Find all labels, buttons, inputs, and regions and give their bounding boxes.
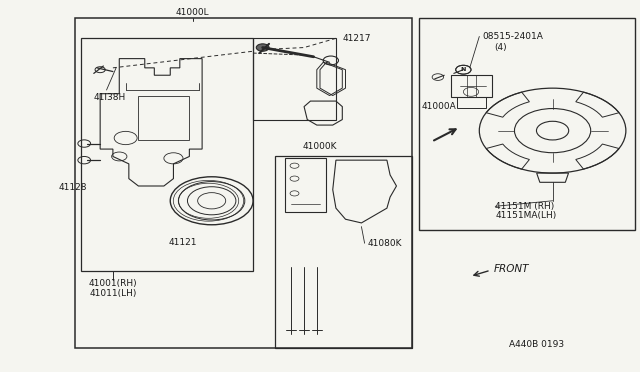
Text: 41151MA(LH): 41151MA(LH) — [495, 211, 557, 220]
Text: 41000K: 41000K — [303, 142, 337, 151]
Text: 08515-2401A: 08515-2401A — [483, 32, 543, 41]
Text: 41151M (RH): 41151M (RH) — [495, 202, 554, 211]
Text: FRONT: FRONT — [493, 264, 529, 274]
Text: 41121: 41121 — [169, 238, 197, 247]
Text: 41000L: 41000L — [176, 8, 209, 17]
Text: 41001(RH): 41001(RH) — [88, 279, 137, 288]
Text: A440B 0193: A440B 0193 — [509, 340, 564, 349]
Text: (4): (4) — [494, 43, 507, 52]
Circle shape — [256, 44, 269, 51]
Text: N: N — [460, 67, 465, 72]
Text: 41l38H: 41l38H — [94, 93, 126, 102]
Text: 41128: 41128 — [59, 183, 87, 192]
Text: 41080K: 41080K — [368, 239, 403, 248]
Text: 41000A: 41000A — [422, 102, 457, 111]
Text: 41217: 41217 — [342, 34, 371, 43]
Text: 41011(LH): 41011(LH) — [89, 289, 136, 298]
